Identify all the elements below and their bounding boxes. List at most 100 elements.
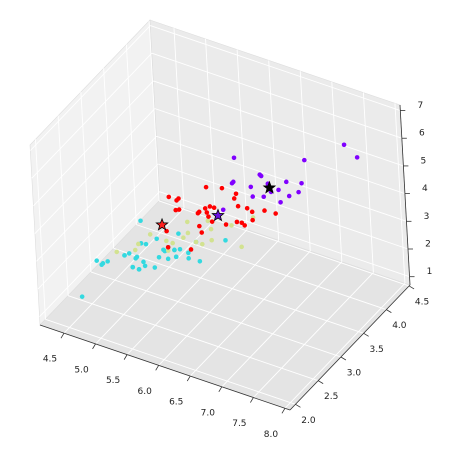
point — [126, 251, 132, 256]
point — [181, 235, 186, 241]
point — [219, 185, 225, 191]
grid-line — [125, 44, 137, 225]
grid-line — [159, 191, 410, 278]
grid-line — [103, 68, 115, 249]
point — [244, 205, 250, 211]
centroid — [155, 217, 169, 231]
z-tick-label: 5 — [421, 156, 427, 166]
grid-line — [362, 92, 374, 273]
point — [220, 207, 226, 213]
grid-line — [33, 80, 154, 207]
grid-line — [189, 250, 311, 377]
grid-line — [268, 60, 280, 241]
grid-line — [394, 103, 406, 284]
point — [170, 240, 175, 246]
point — [250, 194, 256, 199]
grid-line — [158, 200, 410, 287]
point — [200, 241, 205, 247]
y-tick-label: 3.5 — [369, 345, 383, 355]
y-tick-label: 4.5 — [415, 297, 429, 307]
point — [258, 173, 264, 179]
point — [114, 249, 120, 255]
point — [197, 259, 203, 264]
point — [209, 237, 215, 243]
grid-line — [150, 25, 401, 111]
point — [166, 194, 172, 200]
point — [174, 198, 179, 203]
point — [250, 217, 255, 223]
point — [206, 214, 211, 219]
point — [261, 194, 267, 200]
point — [141, 259, 146, 265]
axis-line — [39, 324, 291, 411]
grid-line — [156, 135, 407, 222]
tick-mark — [92, 343, 96, 350]
point — [249, 209, 255, 215]
z-tick-label: 7 — [417, 101, 423, 111]
point — [136, 267, 142, 272]
grid-line — [157, 163, 409, 250]
grid-line — [113, 247, 364, 334]
x-tick-label: 7.0 — [201, 408, 216, 418]
x-tick-label: 5.5 — [106, 376, 120, 386]
point — [164, 238, 169, 244]
grid-line — [158, 240, 280, 366]
point — [130, 264, 136, 270]
grid-line — [331, 81, 343, 262]
point — [176, 207, 182, 212]
tick-mark — [250, 397, 254, 403]
x-tick-label: 4.5 — [43, 355, 57, 365]
point — [211, 205, 217, 211]
tick-mark — [408, 285, 415, 290]
grid-line — [136, 224, 387, 311]
point — [231, 196, 237, 201]
x-tick-label: 7.5 — [232, 419, 246, 429]
point — [223, 238, 228, 243]
centroid — [262, 180, 277, 194]
point — [132, 247, 138, 253]
point — [156, 254, 162, 260]
z-tick-label: 3 — [424, 212, 430, 222]
point — [286, 193, 292, 199]
tick-mark — [363, 332, 369, 337]
z-tick-label: 2 — [425, 240, 431, 250]
point — [262, 208, 267, 213]
point — [354, 155, 360, 160]
tick-mark — [123, 354, 128, 360]
grid-line — [57, 115, 69, 296]
point — [94, 258, 100, 263]
grid-line — [37, 163, 159, 290]
grid-line — [95, 218, 216, 345]
point — [122, 253, 127, 258]
point — [229, 223, 234, 228]
grid-line — [221, 261, 343, 388]
point — [233, 191, 239, 197]
point — [172, 247, 177, 253]
grid-line — [284, 282, 406, 409]
tick-mark — [218, 386, 223, 393]
grid-line — [148, 20, 160, 201]
point — [185, 230, 191, 236]
point — [208, 226, 214, 232]
point — [196, 209, 202, 215]
point — [154, 236, 159, 242]
point — [165, 256, 171, 262]
point — [152, 265, 158, 270]
point — [209, 219, 215, 224]
point — [296, 189, 301, 195]
grid-line — [29, 25, 151, 151]
grid-line — [151, 52, 402, 139]
grid-line — [126, 229, 248, 355]
point — [199, 230, 205, 235]
point — [184, 219, 190, 225]
point — [173, 207, 179, 213]
point — [176, 231, 181, 236]
x-tick-label: 8.0 — [264, 430, 279, 440]
point — [276, 187, 281, 193]
point — [177, 246, 183, 252]
axis-line — [289, 284, 411, 411]
y-tick-label: 4.0 — [392, 321, 407, 331]
grid-line — [36, 135, 157, 262]
point — [105, 259, 110, 264]
point — [239, 220, 245, 226]
